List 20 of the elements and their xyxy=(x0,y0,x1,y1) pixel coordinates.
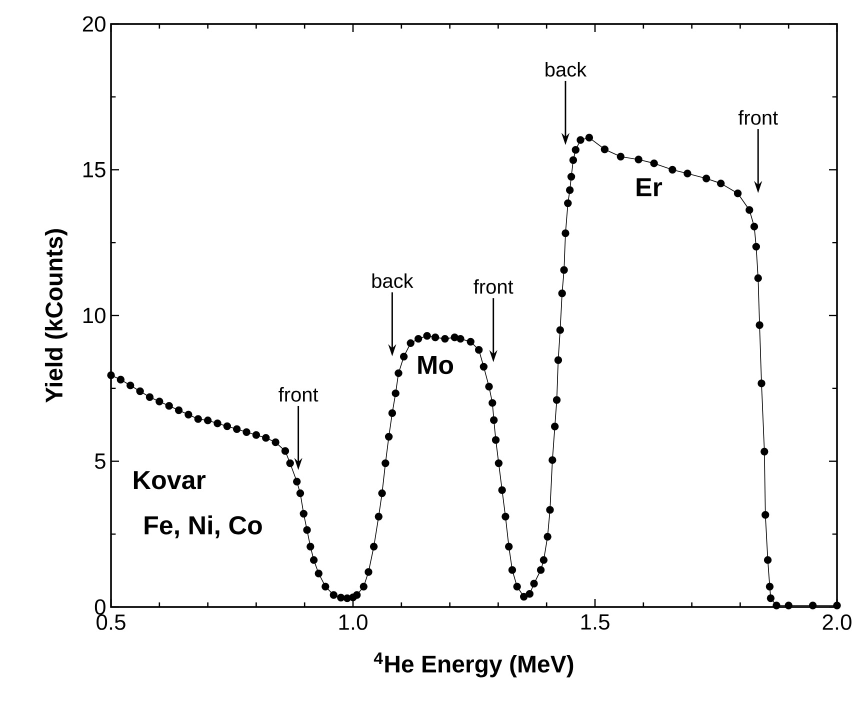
y-axis-title: Yield (kCounts) xyxy=(44,229,68,403)
y-tick-label: 5 xyxy=(94,454,106,469)
annotation: Er xyxy=(636,178,662,196)
y-tick-label: 10 xyxy=(84,308,106,324)
annotation: Mo xyxy=(418,356,454,374)
x-tick-label: 2.0 xyxy=(822,614,852,630)
annotation: back xyxy=(546,62,587,77)
annotation: front xyxy=(474,279,514,294)
annotation: Fe, Ni, Co xyxy=(144,515,262,538)
annotation: back xyxy=(372,273,414,288)
x-tick-label: 1.5 xyxy=(581,614,610,630)
y-tick-label: 0 xyxy=(94,599,106,615)
x-tick-label: 0.5 xyxy=(96,614,126,630)
x-tick-label: 1.0 xyxy=(339,614,368,630)
annotation: Kovar xyxy=(134,471,206,490)
annotation: front xyxy=(738,110,778,125)
annotation: front xyxy=(278,387,318,402)
x-axis-title: $^{4}$He Energy (MeV) xyxy=(374,652,574,678)
y-tick-label: 15 xyxy=(84,162,106,178)
y-tick-label: 20 xyxy=(82,16,106,32)
